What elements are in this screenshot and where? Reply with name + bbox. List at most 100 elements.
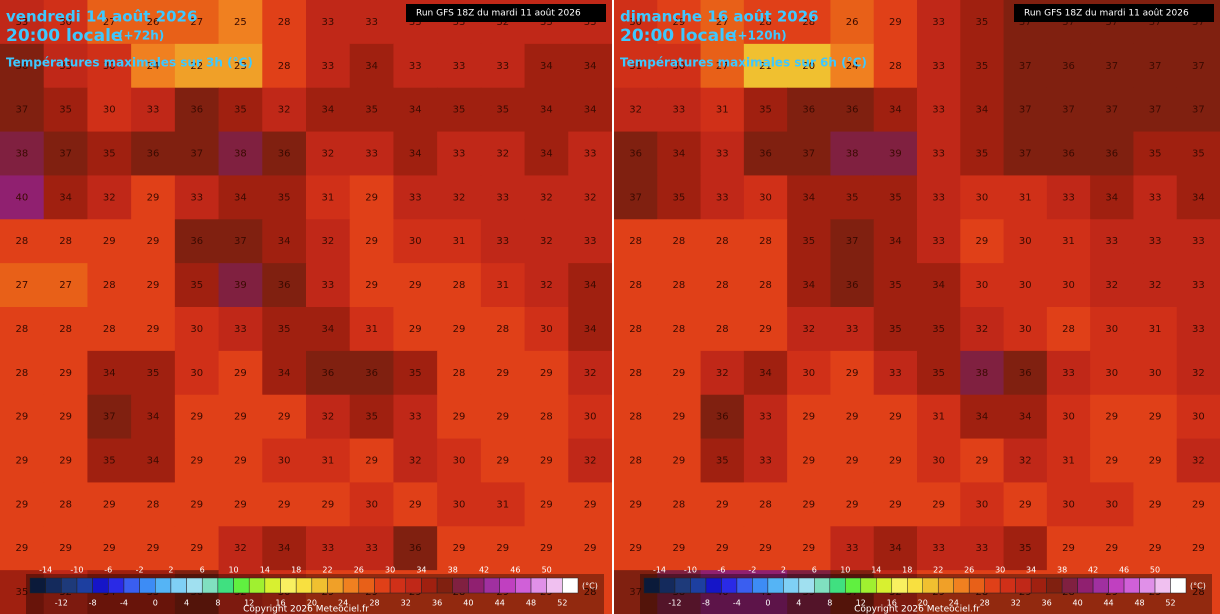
temp-value: 36 [802,105,815,116]
temp-value: 34 [147,456,160,467]
temp-cell [131,350,176,396]
colorbar-label: 8 [827,599,832,608]
temp-cell [1003,307,1048,352]
temp-cell [1003,175,1048,220]
temp-value: 28 [103,280,116,291]
temp-cell [657,0,702,45]
temp-cell [437,131,482,176]
temp-cell [480,350,526,396]
temp-cell [174,0,220,45]
colorbar-label: 24 [338,599,348,608]
temp-cell [349,131,394,176]
colorbar-label: -12 [668,599,681,608]
temp-cell [1090,307,1134,352]
temp-cell [131,0,176,45]
temp-value: 37 [629,192,642,203]
temp-cell [657,87,702,133]
temp-value: 33 [976,543,989,554]
temp-cell [87,263,132,308]
temp-cell [873,175,918,220]
temp-cell [743,0,788,45]
temp-value: 33 [1149,236,1162,247]
colorbar-label: 20 [918,599,928,608]
colorbar-label: -2 [136,566,144,575]
colorbar-swatch [736,577,753,594]
temp-cell [87,350,132,396]
colorbar-swatch [876,577,893,594]
temp-value: 37 [1019,61,1032,72]
temp-value: 29 [190,412,203,423]
temp-cell [743,350,788,396]
temp-cell [306,0,351,45]
temp-value: 31 [1019,192,1032,203]
temp-value: 28 [759,236,772,247]
temp-cell [1176,394,1220,440]
colorbar-label: 18 [291,566,301,575]
temp-value: 30 [409,236,422,247]
temp-value: 37 [1149,17,1162,28]
temp-value: 32 [234,543,247,554]
temp-value: 29 [1062,543,1075,554]
colorbar-swatch [829,577,846,594]
colorbar-label: 8 [215,599,220,608]
temp-cell [480,482,526,527]
temp-value: 33 [409,17,422,28]
temp-cell [568,350,612,396]
temp-cell [480,263,526,308]
temp-cell [349,350,394,396]
temp-value: 33 [321,17,334,28]
temp-value: 33 [1062,192,1075,203]
temp-cell [743,307,788,352]
colorbar-swatch [814,577,831,594]
colorbar-label: -4 [733,599,741,608]
temp-value: 35 [846,192,859,203]
temp-cell [917,307,961,352]
colorbar-label: 10 [228,566,238,575]
temp-cell [787,263,831,308]
temp-value: 28 [59,236,72,247]
colorbar-swatch [311,577,328,594]
temp-cell [1133,526,1178,571]
temp-value: 36 [759,149,772,160]
temp-cell [174,526,220,571]
temp-value: 30 [190,324,203,335]
temp-cell [1133,307,1178,352]
temp-cell [393,438,438,483]
temp-cell [700,526,745,571]
temp-value: 34 [584,280,597,291]
colorbar-swatch [170,577,187,594]
temp-cell [262,307,307,352]
colorbar-swatch [233,577,250,594]
temp-cell [437,219,482,264]
temp-value: 40 [15,192,28,203]
colorbar-swatch [123,577,140,594]
temp-value: 30 [59,17,72,28]
temp-cell [1046,263,1091,308]
temp-cell [657,307,702,352]
temp-value: 29 [365,280,378,291]
temp-value: 32 [321,236,334,247]
temp-value: 33 [1062,368,1075,379]
colorbar-swatch [92,577,109,594]
temp-value: 29 [278,412,291,423]
temp-cell [262,394,307,440]
temp-value: 34 [1019,412,1032,423]
temp-cell [393,394,438,440]
temp-value: 29 [1149,456,1162,467]
temp-value: 29 [629,499,642,510]
temp-cell [960,263,1005,308]
temp-value: 28 [278,17,291,28]
temp-cell [43,438,88,483]
temp-value: 28 [15,324,28,335]
temp-cell [306,175,351,220]
temp-value: 29 [540,543,553,554]
temp-cell [1046,307,1091,352]
temp-value: 31 [453,236,466,247]
temp-value: 29 [190,499,203,510]
temp-cell [1046,175,1091,220]
temp-cell [873,87,918,133]
colorbar-swatch [984,577,1001,594]
temp-value: 35 [889,280,902,291]
colorbar-label: 0 [765,599,770,608]
colorbar-swatch [358,577,375,594]
